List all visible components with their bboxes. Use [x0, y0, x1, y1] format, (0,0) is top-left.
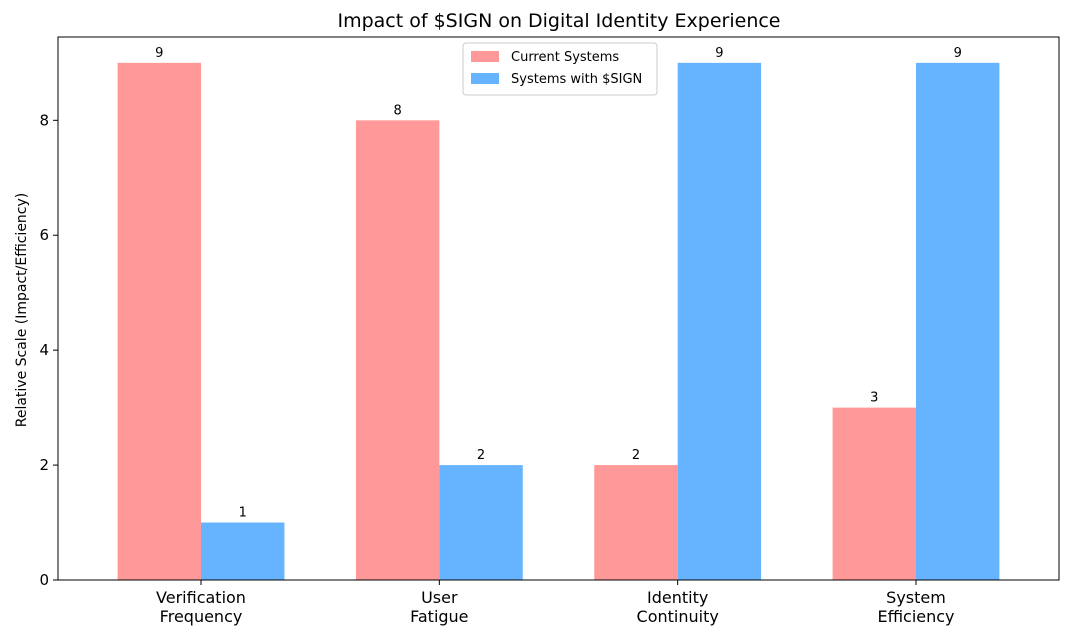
- legend-swatch-current: [471, 51, 499, 62]
- x-tick-label-line: Efficiency: [877, 607, 954, 626]
- y-axis-label: Relative Scale (Impact/Efficiency): [14, 193, 30, 428]
- y-tick-label: 8: [39, 111, 49, 129]
- x-tick-label-line: System: [886, 588, 946, 607]
- x-tick-label-line: User: [421, 588, 458, 607]
- legend-label: Systems with $SIGN: [511, 72, 642, 87]
- legend-swatch-sign: [471, 73, 499, 84]
- plot-frame: [57, 36, 1060, 581]
- data-label: 8: [393, 103, 401, 118]
- legend-box: [462, 42, 658, 96]
- data-label: 2: [477, 448, 485, 463]
- y-tick-label: 6: [39, 226, 49, 244]
- y-tick-label: 4: [39, 341, 49, 359]
- x-tick-label-line: Verification: [156, 588, 246, 607]
- y-tick-label: 0: [39, 571, 49, 589]
- data-label: 9: [715, 46, 723, 61]
- data-label: 9: [155, 46, 163, 61]
- bar-current-0: [117, 62, 201, 581]
- x-tick-label: User Fatigue: [410, 588, 468, 626]
- x-tick-label-line: Continuity: [637, 607, 719, 626]
- bar-sign-0: [201, 522, 285, 580]
- bar-sign-2: [677, 62, 762, 581]
- bar-sign-1: [439, 465, 523, 580]
- x-tick-label-line: Frequency: [160, 607, 243, 626]
- x-tick-label: Identity Continuity: [637, 588, 719, 626]
- bar-current-2: [594, 465, 678, 580]
- x-tick-label: System Efficiency: [877, 588, 954, 626]
- data-label: 2: [632, 448, 640, 463]
- data-label: 1: [239, 506, 247, 521]
- plot-area: 9 8 2 3 1 2 9 9 0 2 4 6 8 Verification Frequency User Fa…: [39, 36, 1060, 626]
- data-label: 3: [870, 391, 878, 406]
- x-tick-label-line: Fatigue: [410, 607, 468, 626]
- bar-current-3: [832, 407, 916, 580]
- bar-current-1: [355, 120, 440, 581]
- x-tick-label: Verification Frequency: [156, 588, 246, 626]
- bar-sign-3: [916, 62, 1000, 581]
- chart-title: Impact of $SIGN on Digital Identity Expe…: [337, 10, 780, 32]
- x-tick-label-line: Identity: [647, 588, 708, 607]
- y-tick-label: 2: [39, 456, 49, 474]
- data-label: 9: [954, 46, 962, 61]
- legend-label: Current Systems: [511, 50, 619, 65]
